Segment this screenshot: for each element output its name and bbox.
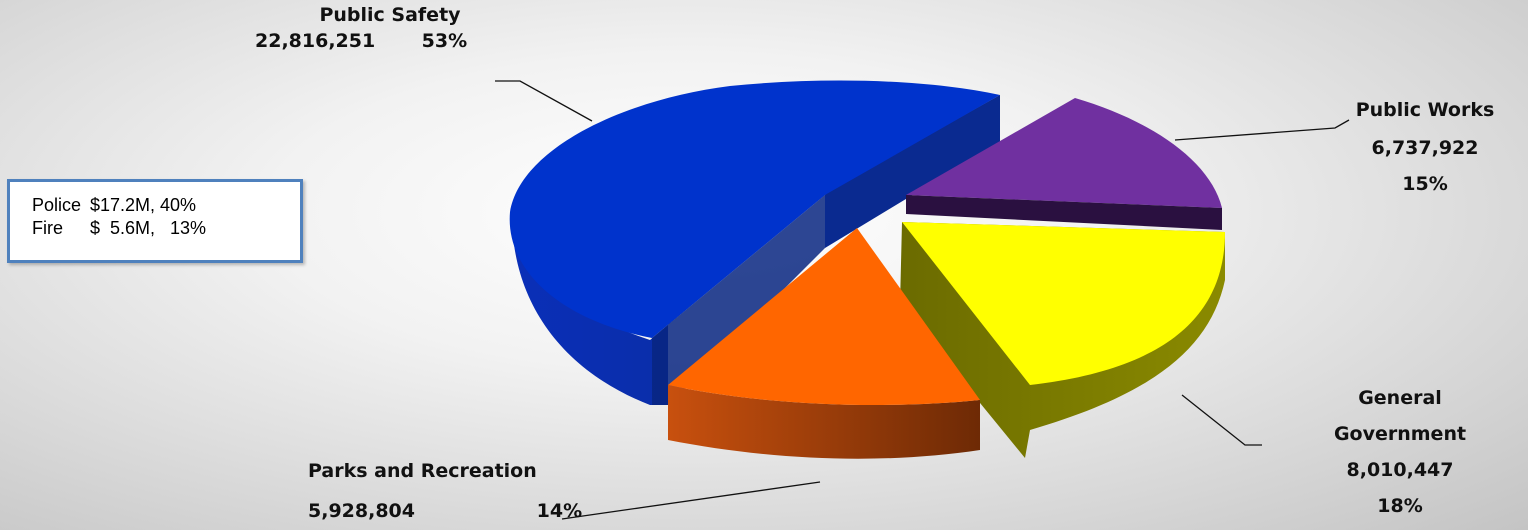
label-general-government-name-line2: Government [1333,423,1467,445]
label-parks-recreation-percent: 14% [536,500,583,522]
slice-public-safety-cut-front [652,195,825,405]
note-police-name: Police [32,195,82,215]
slice-public-safety-cut [825,96,1000,248]
label-parks-recreation-name: Parks and Recreation [308,460,537,482]
leader-line-public-works [1174,119,1350,141]
slice-public-works-side [906,195,1222,230]
label-public-works: Public Works 6,737,922 15% [1350,97,1500,197]
label-public-works-amount: 6,737,922 [1371,137,1479,159]
note-row-police: Police $17.2M, 40% [32,194,300,217]
label-general-government-amount: 8,010,447 [1346,459,1454,481]
label-public-safety: Public Safety 22,816,251 53% [255,2,540,54]
note-box: Police $17.2M, 40% Fire $ 5.6M, 13% [7,179,303,263]
label-parks-recreation-amount: 5,928,804 [308,500,415,522]
label-parks-recreation: Parks and Recreation 5,928,804 14% [308,458,582,524]
label-public-works-name: Public Works [1355,99,1495,121]
slice-parks-recreation-side [668,385,980,459]
pie-slices [509,80,1225,459]
label-general-government-percent: 18% [1377,495,1423,517]
leader-line-public-safety [495,80,593,122]
label-general-government-name-line1: General [1358,387,1442,409]
slice-parks-recreation-top [668,228,980,405]
leader-line-general-government [1181,394,1262,446]
leader-lines [495,80,1350,520]
note-fire-value: $ 5.6M, 13% [90,218,207,238]
note-row-fire: Fire $ 5.6M, 13% [32,217,300,240]
label-public-safety-name: Public Safety [319,4,461,26]
label-public-works-percent: 15% [1402,173,1448,195]
note-fire-name: Fire [32,218,63,238]
label-public-safety-amount: 22,816,251 [255,30,376,52]
slice-public-safety-top [509,80,1000,339]
leader-line-parks [561,481,821,520]
label-general-government: General Government 8,010,447 18% [1325,385,1475,519]
label-public-safety-percent: 53% [421,30,468,52]
slice-public-works-top [906,98,1222,208]
slice-general-government-top [902,222,1225,385]
note-police-value: $17.2M, 40% [90,195,197,215]
